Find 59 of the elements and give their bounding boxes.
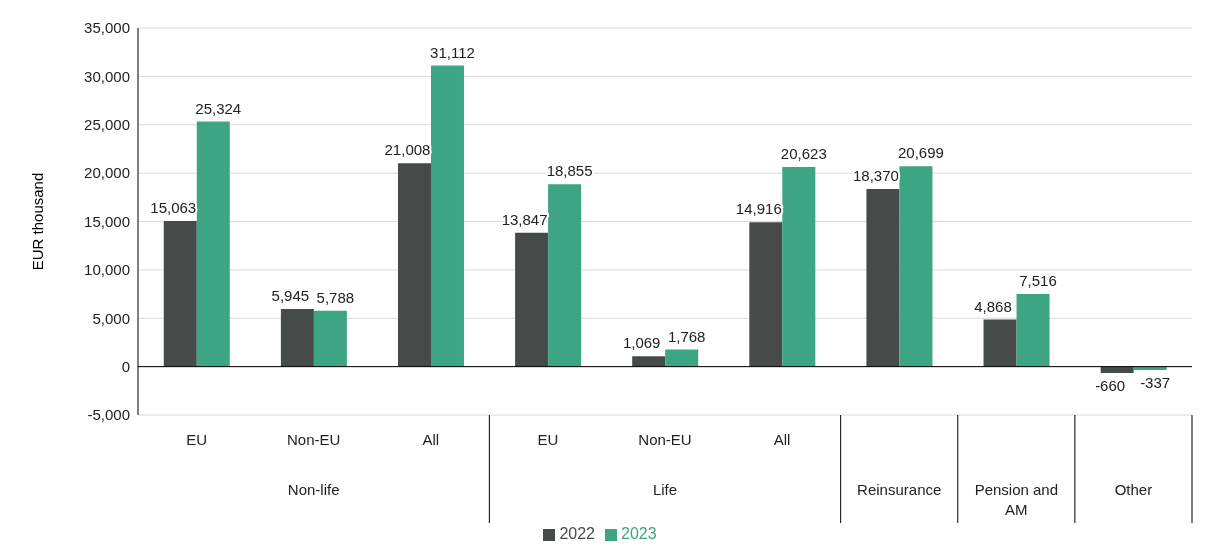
data-label: 15,063	[150, 198, 197, 216]
legend-label: 2022	[559, 525, 595, 542]
data-label: 1,768	[667, 327, 706, 345]
data-label: 5,945	[271, 287, 310, 305]
x-tick-label: All	[773, 431, 791, 448]
bar	[632, 356, 666, 367]
y-tick-label: 0	[121, 357, 130, 375]
y-tick-label: -5,000	[87, 406, 130, 424]
y-tick-label: 15,000	[84, 212, 130, 230]
bar	[866, 188, 900, 367]
y-tick-label: 20,000	[84, 164, 130, 182]
data-label: -337	[1140, 373, 1171, 391]
y-tick-label: 30,000	[84, 67, 130, 85]
legend-label: 2023	[621, 525, 657, 542]
text: Other	[1114, 481, 1153, 498]
bar	[548, 184, 582, 367]
bar	[1016, 293, 1050, 367]
bar	[1133, 366, 1167, 370]
data-label: 20,623	[780, 145, 827, 163]
y-axis-title: EUR thousand	[29, 172, 47, 271]
data-label: -660	[1095, 377, 1126, 395]
bar	[430, 65, 464, 367]
bar	[1100, 366, 1134, 374]
data-label: 1,069	[622, 334, 661, 352]
x-tick-label: All	[422, 431, 440, 448]
y-tick-label: 10,000	[84, 261, 130, 279]
bar	[983, 319, 1017, 367]
bar	[665, 349, 699, 367]
x-tick-label: EU	[537, 431, 559, 448]
data-label: 7,516	[1019, 271, 1057, 289]
x-tick-label: EU	[186, 431, 207, 448]
text: Life	[652, 481, 678, 498]
data-label: 21,008	[384, 141, 431, 159]
bar	[899, 166, 933, 367]
x-tick-label: Non-EU	[286, 431, 341, 448]
data-label: 4,868	[974, 297, 1012, 315]
data-label: 5,788	[316, 288, 355, 306]
bar	[397, 163, 431, 367]
bar	[196, 121, 230, 367]
data-label: 25,324	[195, 99, 242, 117]
bar	[313, 310, 347, 367]
text: Non-life	[287, 481, 340, 498]
data-label: 20,699	[897, 144, 944, 162]
text: Pension and AM	[974, 481, 1059, 518]
y-tick-label: 35,000	[84, 19, 130, 37]
bar	[782, 167, 816, 367]
data-label: 18,855	[546, 162, 593, 180]
bar	[749, 222, 783, 367]
data-label: 31,112	[430, 43, 475, 61]
data-label: 14,916	[735, 200, 782, 218]
bar	[515, 232, 549, 367]
x-tick-label: Non-EU	[638, 431, 692, 448]
text: Reinsurance	[857, 481, 942, 498]
bar	[163, 220, 197, 367]
bar	[280, 309, 314, 367]
y-tick-label: 25,000	[84, 116, 130, 134]
y-tick-label: 5,000	[92, 309, 130, 327]
data-label: 13,847	[501, 210, 548, 228]
data-label: 18,370	[852, 166, 899, 184]
